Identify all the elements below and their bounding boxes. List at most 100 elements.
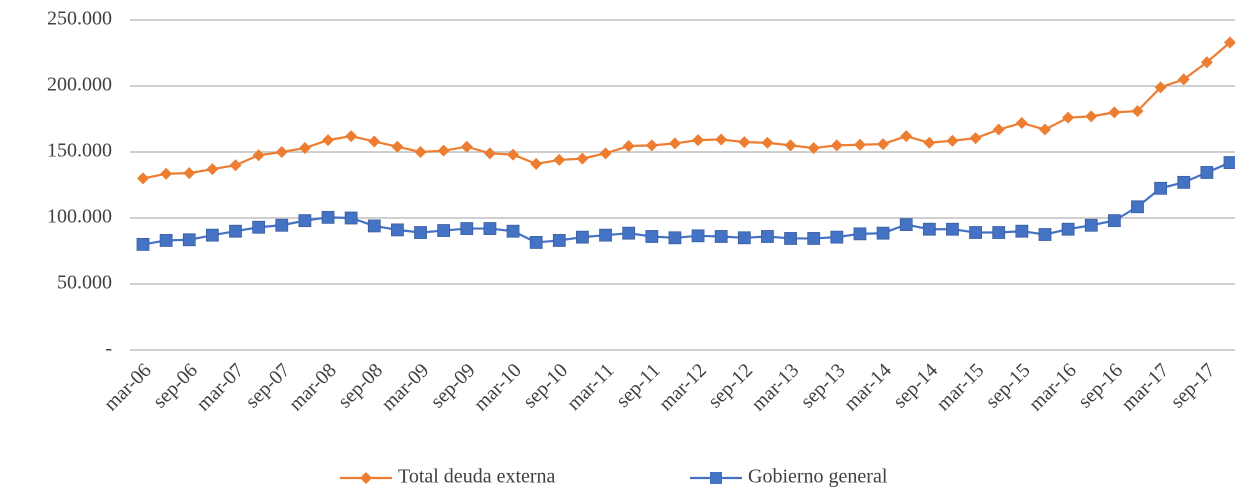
x-tick-label: mar-09 <box>377 359 433 415</box>
x-tick-label: mar-06 <box>100 359 156 415</box>
marker <box>1223 156 1235 169</box>
marker <box>367 219 381 233</box>
marker <box>414 226 427 239</box>
marker <box>853 138 866 151</box>
x-tick-label: mar-12 <box>655 359 711 415</box>
marker <box>1084 218 1098 232</box>
marker <box>853 227 867 241</box>
y-tick-label: 250.000 <box>47 8 112 30</box>
y-tick-label: 50.000 <box>57 272 112 294</box>
marker <box>252 220 266 234</box>
marker <box>992 226 1006 239</box>
marker <box>899 218 913 232</box>
marker <box>553 153 566 166</box>
marker <box>969 226 982 239</box>
marker <box>668 137 681 150</box>
marker <box>807 232 821 245</box>
marker <box>576 152 589 165</box>
marker <box>946 222 959 236</box>
marker <box>969 132 982 145</box>
marker <box>530 157 543 170</box>
marker <box>506 224 520 238</box>
x-tick-label: sep-10 <box>519 359 572 412</box>
marker <box>1085 110 1098 123</box>
marker <box>298 214 312 228</box>
marker <box>622 140 635 153</box>
marker <box>691 229 705 243</box>
marker <box>576 230 589 244</box>
marker <box>876 226 890 240</box>
marker <box>414 146 427 158</box>
marker <box>922 222 936 236</box>
marker <box>1038 228 1052 241</box>
x-tick-label: mar-14 <box>840 359 896 415</box>
marker <box>182 233 196 247</box>
marker <box>714 230 728 243</box>
marker <box>229 159 242 172</box>
legend-marker <box>710 472 722 484</box>
marker <box>136 237 150 251</box>
marker <box>761 230 774 243</box>
legend-label: Total deuda externa <box>398 466 556 488</box>
series <box>137 36 1235 185</box>
marker <box>1200 56 1213 69</box>
marker <box>229 224 242 238</box>
marker <box>252 149 265 162</box>
x-tick-label: mar-07 <box>192 359 248 415</box>
marker <box>599 147 612 160</box>
series-line <box>142 41 1231 180</box>
marker <box>483 222 497 235</box>
marker <box>160 167 173 180</box>
marker <box>1154 81 1167 94</box>
marker <box>460 140 473 153</box>
marker <box>830 139 843 152</box>
marker <box>1015 224 1029 238</box>
x-tick-label: sep-16 <box>1074 359 1127 412</box>
marker <box>737 231 751 245</box>
x-tick-label: sep-06 <box>149 359 202 412</box>
x-tick-label: sep-09 <box>426 359 479 412</box>
marker <box>344 211 358 225</box>
marker <box>761 136 774 149</box>
x-tick-label: mar-16 <box>1025 359 1081 415</box>
marker <box>391 223 404 237</box>
x-tick-label: sep-07 <box>241 359 294 412</box>
marker <box>807 142 820 155</box>
y-tick-label: 100.000 <box>47 206 112 228</box>
marker <box>137 172 149 185</box>
x-tick-label: sep-13 <box>796 359 849 412</box>
marker <box>483 147 496 160</box>
x-tick-label: sep-17 <box>1166 359 1219 412</box>
x-tick-label: mar-13 <box>747 359 803 415</box>
marker <box>877 138 890 151</box>
legend-item: Total deuda externa <box>340 466 556 488</box>
legend-label: Gobierno general <box>748 466 888 488</box>
marker <box>645 139 658 152</box>
marker <box>900 130 913 143</box>
marker <box>784 232 797 245</box>
marker <box>275 218 289 232</box>
x-tick-label: sep-14 <box>889 359 942 412</box>
marker <box>437 224 451 237</box>
marker <box>715 133 728 146</box>
marker <box>552 234 566 247</box>
marker <box>507 148 520 161</box>
marker <box>1108 106 1121 119</box>
marker <box>298 142 311 155</box>
marker <box>1131 105 1144 118</box>
x-tick-label: sep-08 <box>334 359 387 412</box>
marker <box>1200 166 1214 179</box>
marker <box>645 230 659 243</box>
marker <box>784 139 797 152</box>
marker <box>1177 73 1190 86</box>
marker <box>275 146 288 158</box>
x-tick-label: mar-15 <box>932 359 988 415</box>
x-tick-label: mar-17 <box>1117 359 1173 415</box>
marker <box>1038 123 1051 136</box>
marker <box>1107 214 1121 228</box>
marker <box>345 130 358 143</box>
marker <box>738 136 751 149</box>
y-tick-label: - <box>105 338 112 360</box>
marker <box>391 140 404 153</box>
